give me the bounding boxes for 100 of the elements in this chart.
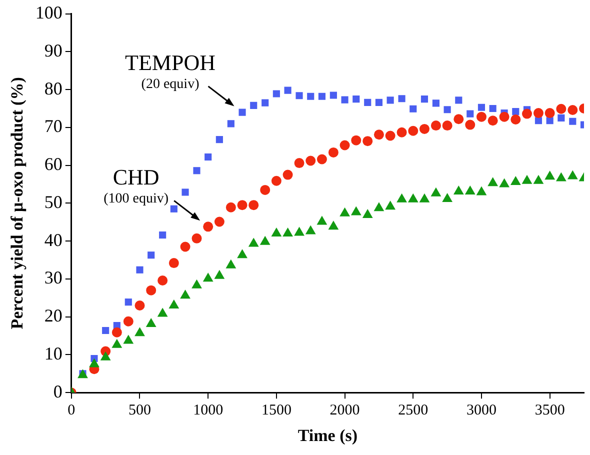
point [316,154,327,164]
y-tick-label: 100 [35,2,62,23]
x-tick-label: 1000 [193,402,224,419]
point [214,216,224,227]
point [262,99,269,106]
point [271,228,282,237]
point [362,208,373,218]
point [351,135,362,146]
point [226,259,236,268]
point [558,114,565,122]
point [294,158,304,168]
point [146,285,156,296]
point [512,108,520,116]
point [442,120,452,131]
point [444,106,451,114]
y-tick-label: 10 [44,343,62,364]
point [476,186,487,196]
y-tick-label: 0 [53,381,62,402]
point [488,177,498,186]
point [340,140,350,150]
point [375,98,382,106]
point [386,96,394,104]
point [489,104,496,112]
point [168,299,180,308]
point [568,105,578,116]
point [226,202,236,212]
point [330,92,337,99]
point [476,112,486,122]
point [522,174,532,184]
point [204,153,212,161]
point [352,95,360,103]
point [419,124,430,134]
point [216,136,223,144]
point [272,90,280,98]
y-tick-label: 90 [44,40,62,60]
point [158,275,168,286]
x-tick-label: 3500 [534,402,565,419]
point [432,100,440,107]
point [567,170,578,180]
point [305,225,316,234]
point [227,120,234,128]
point [385,130,396,141]
point [396,193,407,202]
y-axis-title: Percent yield of μ-oxo product (%) [8,77,27,330]
x-tick-label: 500 [128,402,151,419]
point [237,249,248,258]
point [193,167,200,174]
point [408,126,418,136]
point [364,98,372,106]
point [214,270,225,279]
point [465,120,476,130]
point [260,236,270,245]
point [294,226,304,236]
point [124,298,132,306]
point [556,104,566,114]
point [112,338,122,348]
point [430,120,441,131]
point [488,116,498,126]
point [396,127,407,138]
point [157,308,168,317]
point [282,228,293,237]
point [410,105,417,112]
point [248,200,259,210]
point [466,110,474,118]
point [203,222,214,232]
point [499,178,510,188]
point [282,170,293,180]
point [454,114,464,124]
point [237,200,248,210]
point [328,220,339,230]
point [420,95,428,103]
y-tick-label: 30 [44,268,62,288]
point [307,92,314,100]
point [271,176,282,186]
y-tick-label: 40 [44,230,62,250]
point [180,290,190,299]
point [350,206,362,216]
point [544,170,556,180]
y-tick-label: 50 [44,192,62,212]
point [192,279,202,288]
point [136,266,144,274]
point [408,193,418,202]
annotation: TEMPOH (20 equiv) [125,50,216,92]
y-tick-label: 60 [44,154,62,174]
x-axis-title: Time (s) [298,426,358,446]
point [296,92,303,100]
annotation: CHD (100 equiv) [104,164,169,206]
point [306,156,316,166]
point [89,358,100,368]
point [168,258,179,268]
point [250,102,258,110]
point [522,108,532,119]
x-tick-label: 2500 [398,402,428,419]
point [419,193,430,202]
x-tick-label: 2000 [330,402,360,419]
point [341,96,348,104]
point [544,108,555,118]
point [499,112,510,122]
point [478,104,486,111]
point [510,114,521,124]
